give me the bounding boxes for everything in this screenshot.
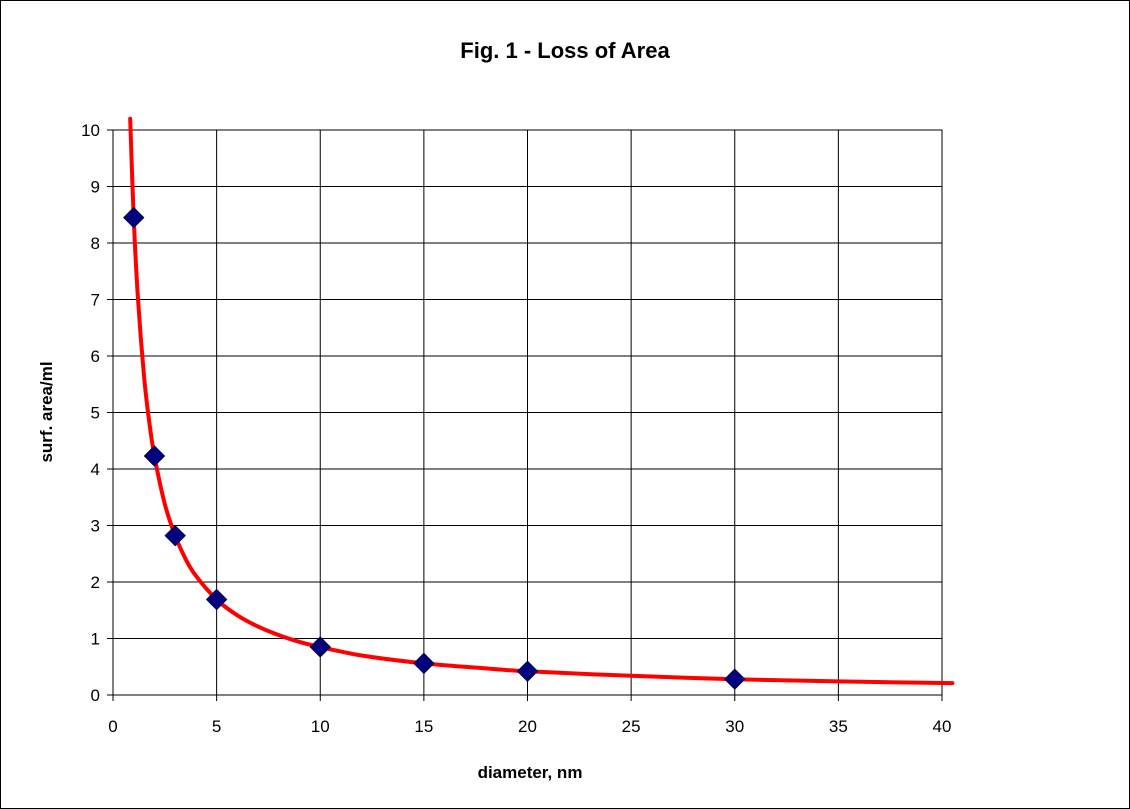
axis-ticks: 0 5 10 15 20 25 30 35 40 0 1 2 3 4 5 6 7 8 9 10 bbox=[81, 121, 951, 736]
fit-curve bbox=[128, 116, 955, 686]
y-tick-label: 10 bbox=[81, 121, 100, 140]
y-tick-label: 8 bbox=[91, 234, 100, 253]
y-tick-label: 5 bbox=[91, 404, 100, 423]
y-tick-label: 6 bbox=[91, 347, 100, 366]
x-tick-label: 25 bbox=[622, 717, 641, 736]
x-tick-label: 40 bbox=[933, 717, 952, 736]
x-tick-label: 35 bbox=[829, 717, 848, 736]
data-point bbox=[724, 668, 746, 690]
y-tick-label: 7 bbox=[91, 291, 100, 310]
data-point bbox=[205, 588, 228, 611]
x-tick-label: 30 bbox=[725, 717, 744, 736]
y-tick-label: 0 bbox=[91, 686, 100, 705]
y-tick-label: 4 bbox=[91, 460, 100, 479]
y-tick-label: 3 bbox=[91, 517, 100, 536]
x-axis-label: diameter, nm bbox=[478, 763, 583, 782]
x-tick-label: 5 bbox=[212, 717, 221, 736]
x-tick-label: 0 bbox=[108, 717, 117, 736]
series-layer bbox=[123, 116, 955, 690]
data-point bbox=[143, 445, 166, 467]
data-point bbox=[123, 206, 145, 229]
x-tick-label: 20 bbox=[518, 717, 537, 736]
data-point bbox=[413, 652, 435, 675]
y-tick-label: 9 bbox=[91, 178, 100, 197]
y-tick-label: 1 bbox=[91, 630, 100, 649]
y-tick-label: 2 bbox=[91, 573, 100, 592]
x-tick-label: 15 bbox=[414, 717, 433, 736]
data-point bbox=[516, 660, 539, 682]
y-axis-label: surf. area/ml bbox=[37, 361, 56, 462]
chart-title: Fig. 1 - Loss of Area bbox=[460, 38, 670, 63]
grid bbox=[112, 129, 943, 696]
data-point bbox=[164, 524, 186, 547]
x-tick-label: 10 bbox=[311, 717, 330, 736]
data-point bbox=[309, 636, 331, 658]
